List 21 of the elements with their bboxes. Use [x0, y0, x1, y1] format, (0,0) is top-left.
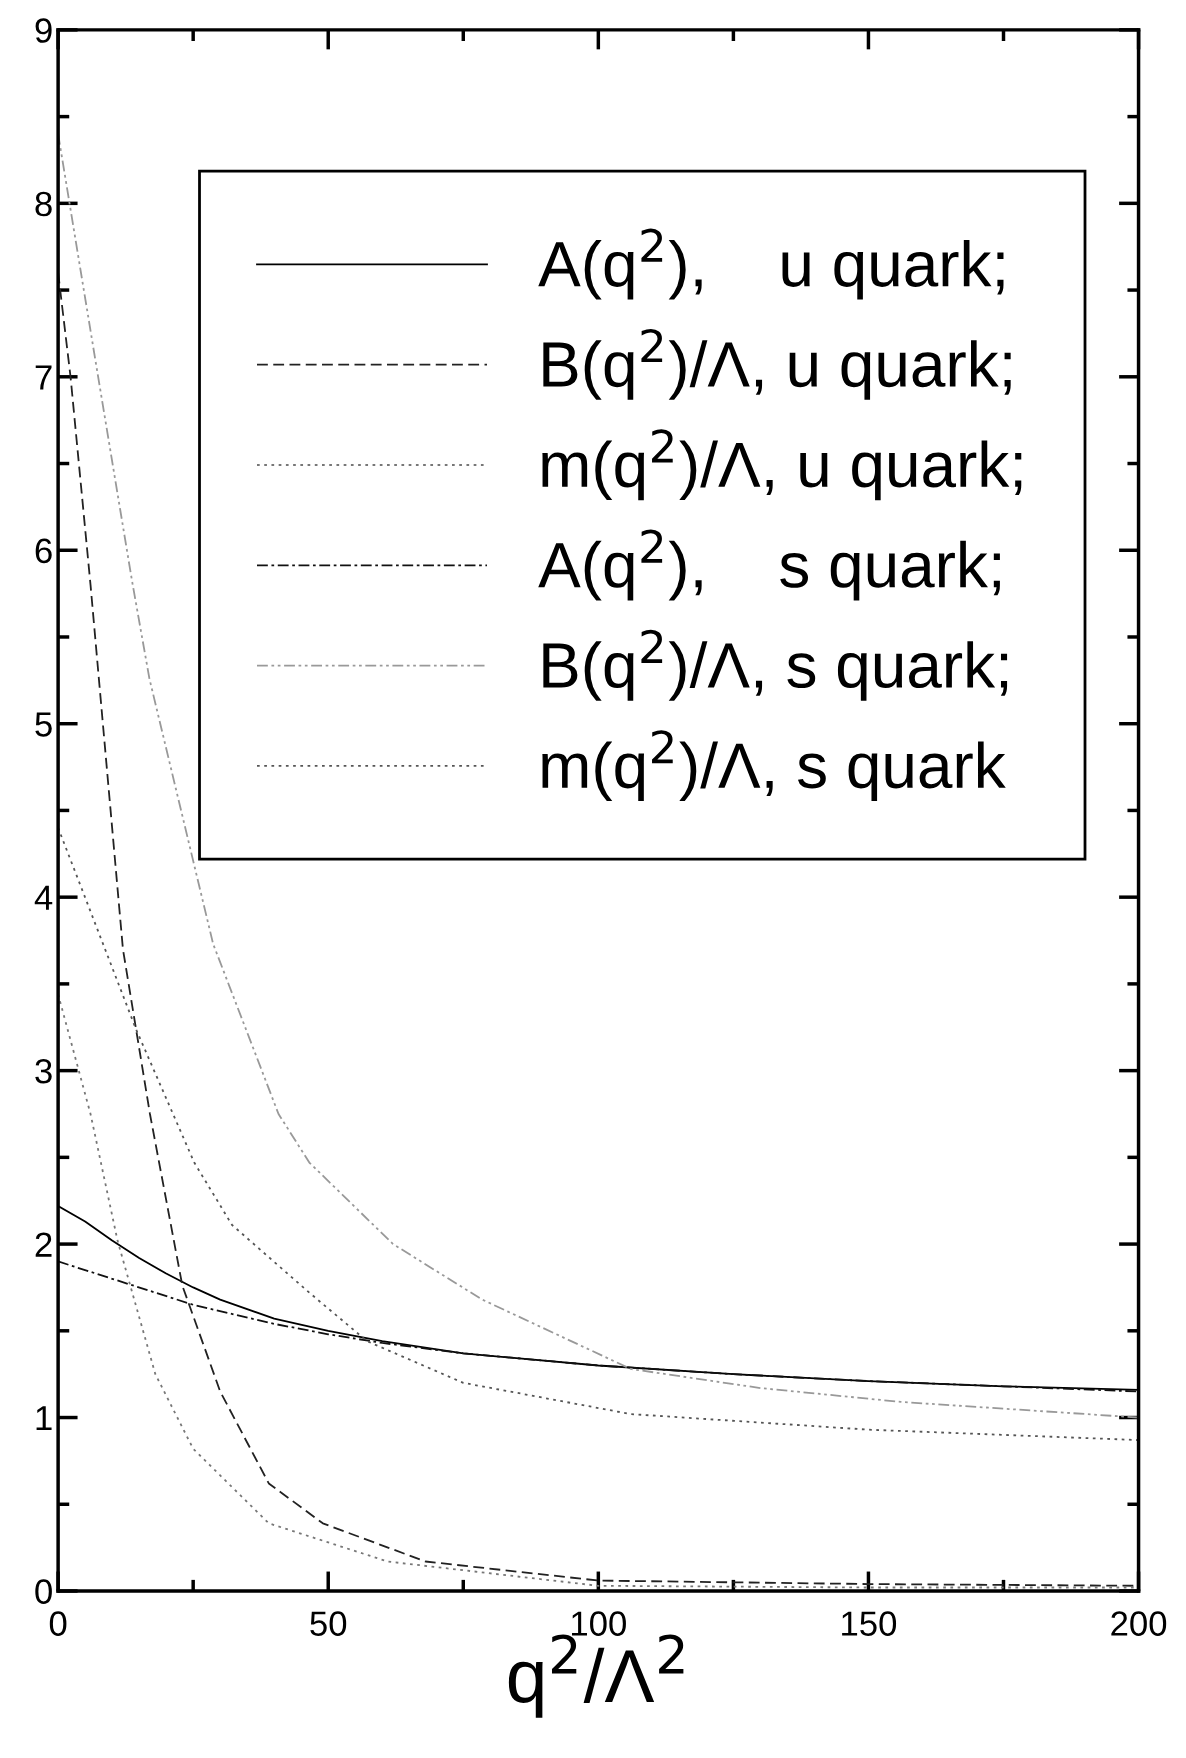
y-tick-label: 6: [35, 538, 52, 564]
legend-label: m(q$^{2}$)/Λ, u quark;: [542, 429, 1022, 501]
legend-label: A(q$^{2}$), s quark;: [538, 529, 1000, 601]
y-tick-label: 7: [35, 365, 52, 390]
x-tick-label: 200: [1111, 1611, 1167, 1636]
legend-label: m(q$^{2}$)/Λ, s quark: [542, 730, 1006, 802]
y-tick-label: 0: [35, 1579, 52, 1604]
legend-label: B(q$^{2}$)/Λ, u quark;: [543, 328, 1011, 400]
y-tick-label: 3: [35, 1058, 52, 1084]
legend-label: B(q$^{2}$)/Λ, s quark;: [543, 629, 1008, 701]
x-tick-label: 50: [310, 1611, 347, 1636]
y-tick-label: 1: [36, 1406, 52, 1431]
legend-label: A(q$^{2}$), u quark;: [538, 228, 1004, 300]
y-tick-label: 2: [35, 1232, 52, 1257]
x-tick-label: 100: [572, 1611, 626, 1636]
y-tick-label: 4: [34, 885, 53, 910]
y-tick-label: 5: [35, 712, 52, 737]
y-tick-label: 8: [35, 191, 52, 217]
y-tick-label: 9: [35, 18, 52, 43]
x-tick-label: 150: [842, 1611, 897, 1636]
line-series: [58, 1260, 1139, 1393]
